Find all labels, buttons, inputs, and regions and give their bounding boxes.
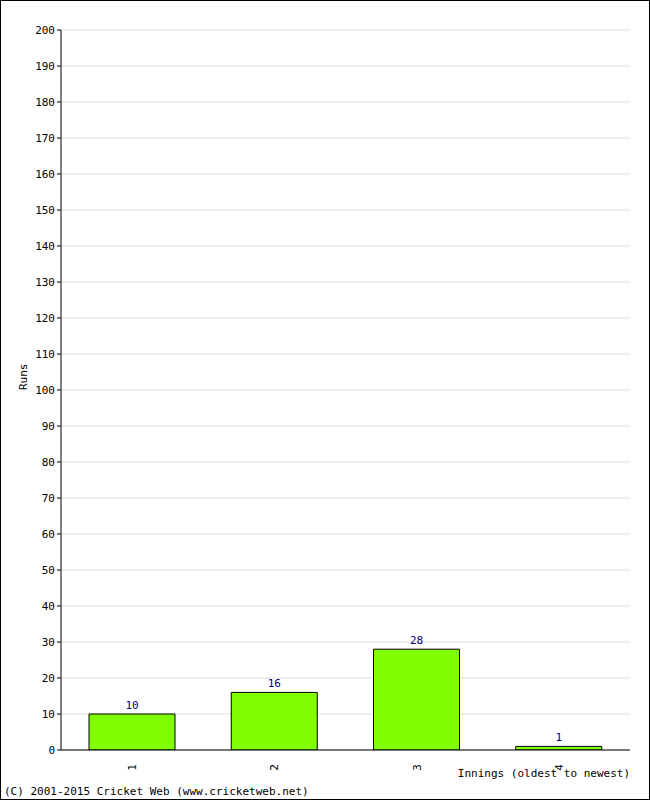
svg-text:10: 10	[125, 699, 138, 712]
svg-text:80: 80	[42, 456, 55, 469]
svg-text:120: 120	[35, 312, 55, 325]
svg-text:90: 90	[42, 420, 55, 433]
svg-text:1: 1	[555, 731, 562, 744]
svg-text:16: 16	[268, 677, 281, 690]
svg-text:30: 30	[42, 636, 55, 649]
svg-text:10: 10	[42, 708, 55, 721]
svg-text:20: 20	[42, 672, 55, 685]
svg-text:130: 130	[35, 276, 55, 289]
html-text:Innings (oldest to newest): Innings (oldest to newest)	[457, 767, 630, 780]
svg-text:200: 200	[35, 24, 55, 37]
svg-text:70: 70	[42, 492, 55, 505]
svg-text:100: 100	[35, 384, 55, 397]
svg-text:2: 2	[268, 764, 281, 771]
svg-text:28: 28	[410, 634, 423, 647]
svg-text:40: 40	[42, 600, 55, 613]
svg-text:190: 190	[35, 60, 55, 73]
svg-text:Runs: Runs	[17, 364, 30, 391]
svg-text:160: 160	[35, 168, 55, 181]
svg-text:110: 110	[35, 348, 55, 361]
svg-text:3: 3	[411, 764, 424, 771]
svg-text:0: 0	[48, 744, 55, 757]
svg-text:180: 180	[35, 96, 55, 109]
svg-text:140: 140	[35, 240, 55, 253]
svg-text:170: 170	[35, 132, 55, 145]
html-text:(C) 2001-2015 Cricket Web (www: (C) 2001-2015 Cricket Web (www.cricketwe…	[4, 785, 309, 798]
svg-text:50: 50	[42, 564, 55, 577]
svg-text:60: 60	[42, 528, 55, 541]
svg-text:150: 150	[35, 204, 55, 217]
svg-text:1: 1	[126, 764, 139, 771]
